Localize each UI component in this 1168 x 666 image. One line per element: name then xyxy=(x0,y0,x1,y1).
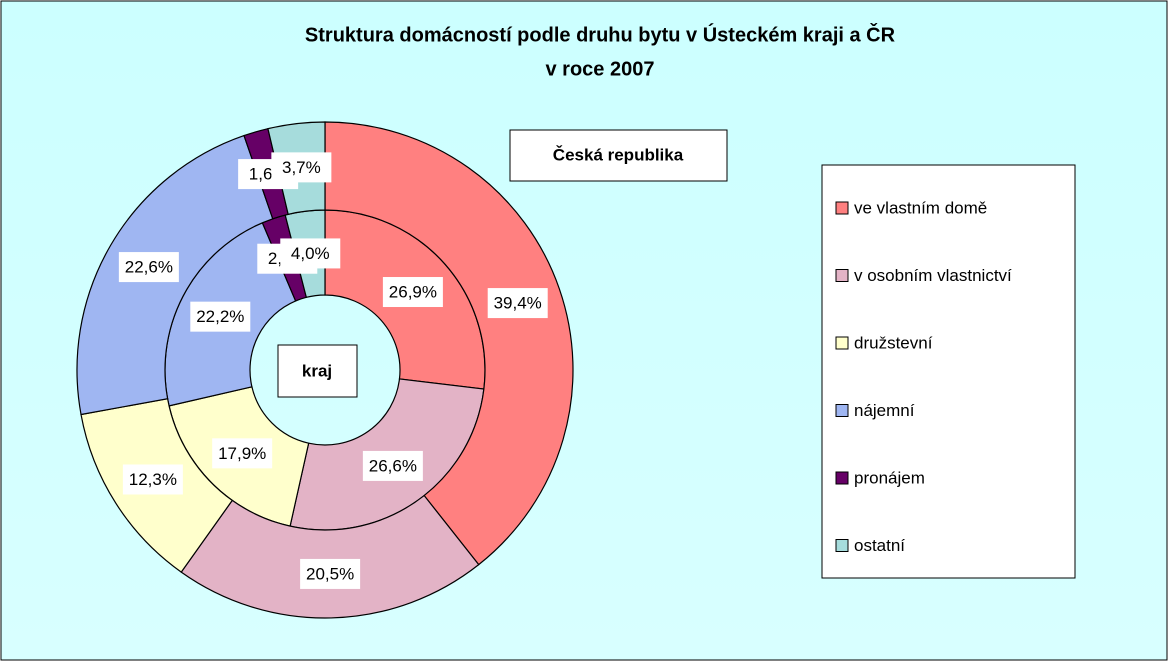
data-label: 17,9% xyxy=(218,444,266,463)
data-label: 26,6% xyxy=(369,456,417,475)
label-box xyxy=(487,288,548,319)
legend-label: v osobním vlastnictví xyxy=(854,266,1012,285)
legend xyxy=(821,164,1076,579)
chart-title: Struktura domácností podle druhu bytu v … xyxy=(305,22,896,46)
label-box xyxy=(118,252,179,283)
label-box xyxy=(300,558,361,589)
data-label: 3,7% xyxy=(282,158,321,177)
slice xyxy=(180,494,480,619)
legend-swatch xyxy=(835,471,849,485)
legend-swatch xyxy=(835,539,849,552)
slice xyxy=(324,121,574,566)
label-box xyxy=(271,152,332,183)
legend-swatch xyxy=(835,201,849,215)
label-box xyxy=(280,238,341,269)
legend-label: ve vlastním domě xyxy=(854,198,987,217)
legend-label: pronájem xyxy=(854,468,925,487)
series-label-box xyxy=(277,344,358,398)
legend-swatch xyxy=(835,269,849,282)
legend-swatch xyxy=(835,404,849,417)
series-label: kraj xyxy=(302,361,332,380)
legend-label: družstevní xyxy=(854,333,933,352)
legend-label: ostatní xyxy=(854,536,905,555)
legend-label: nájemní xyxy=(854,401,915,420)
data-label: 26,9% xyxy=(389,283,437,302)
label-box xyxy=(190,301,251,332)
data-label: 22,2% xyxy=(196,307,244,326)
data-label: 39,4% xyxy=(494,294,542,313)
label-box xyxy=(362,450,423,481)
data-label: 22,6% xyxy=(125,258,173,277)
label-box xyxy=(382,277,443,308)
data-label: 20,5% xyxy=(306,564,354,583)
series-label-box xyxy=(509,129,728,182)
label-box xyxy=(122,464,183,495)
legend-swatch xyxy=(835,336,849,350)
series-label: Česká republika xyxy=(553,145,684,164)
data-label: 4,0% xyxy=(291,244,330,263)
data-label: 12,3% xyxy=(129,470,177,489)
label-box xyxy=(212,438,273,469)
chart-title: v roce 2007 xyxy=(546,58,655,80)
